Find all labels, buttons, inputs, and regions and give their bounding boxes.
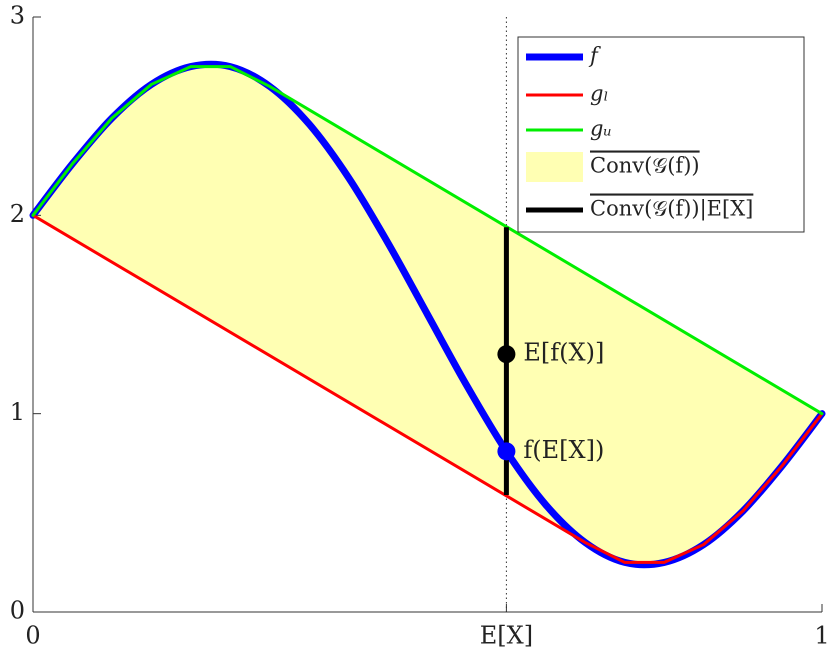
series-line	[31, 213, 824, 564]
y-tick-label: 3	[10, 2, 25, 30]
x-tick-label: 0	[25, 622, 40, 650]
y-tick-label: 2	[10, 200, 25, 228]
x-tick-label: E[X]	[480, 622, 533, 650]
legend: f gₗ gᵤ Conv(𝒢(f)) Conv(𝒢(f))|E[X]	[517, 36, 805, 233]
point-label: E[f(X)]	[523, 339, 604, 367]
y-tick-label: 0	[10, 597, 25, 625]
legend-label: f	[588, 44, 601, 68]
legend-label: gₗ	[590, 82, 609, 106]
series-line	[29, 60, 826, 569]
y-tick-label: 1	[10, 398, 25, 426]
series-line	[31, 65, 824, 416]
legend-swatch	[526, 152, 583, 182]
point	[497, 442, 516, 461]
legend-label: Conv(𝒢(f))	[590, 154, 700, 178]
point-label: f(E[X])	[523, 436, 604, 464]
x-tick-label: 1	[814, 622, 829, 650]
legend-label: gᵤ	[590, 117, 612, 141]
legend-label: Conv(𝒢(f))|E[X]	[590, 197, 753, 222]
point	[497, 345, 516, 364]
legend-box	[517, 36, 805, 233]
